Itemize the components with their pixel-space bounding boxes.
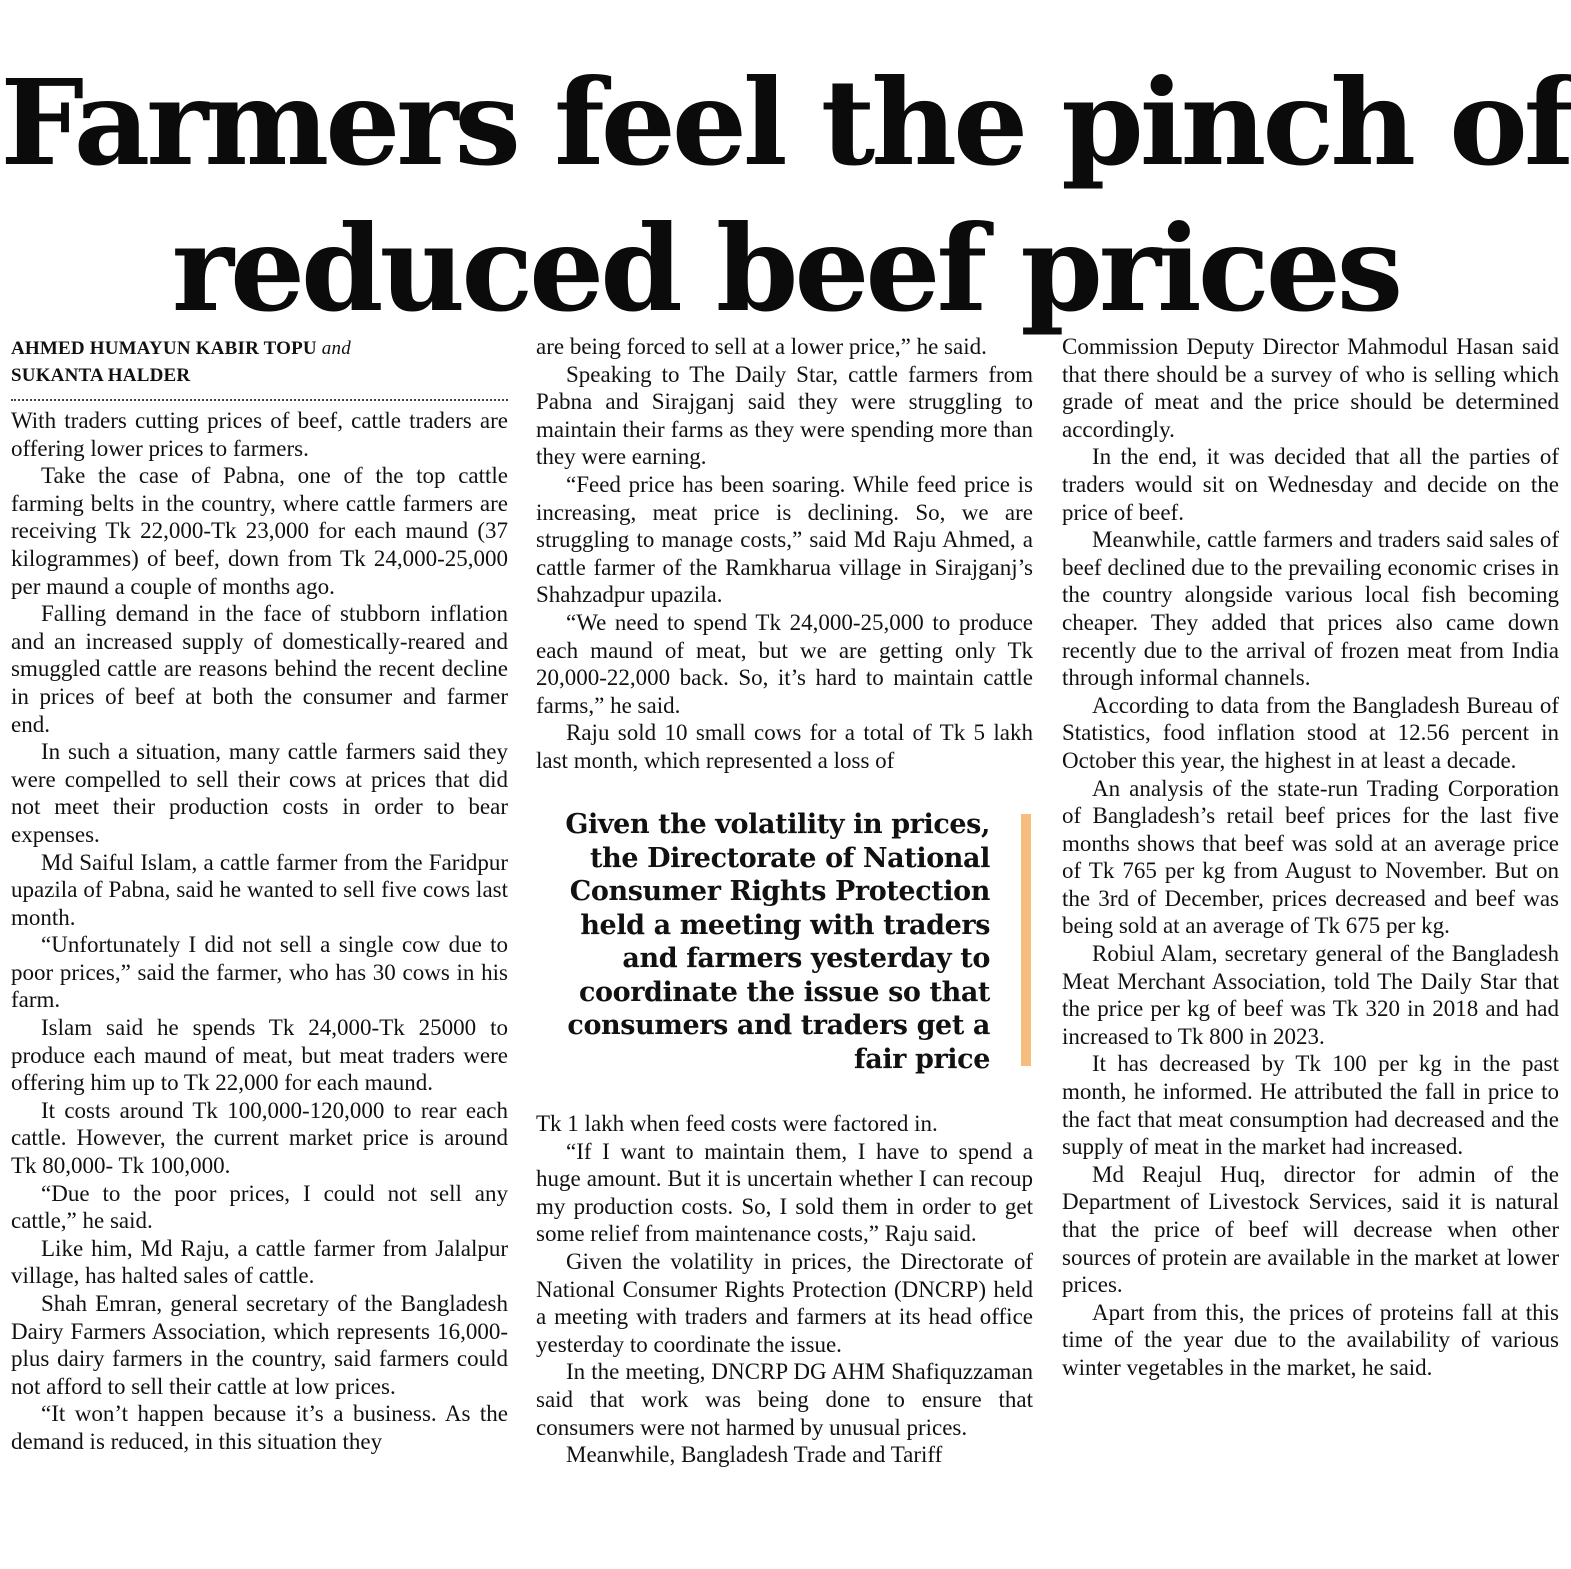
byline-author-2: SUKANTA HALDER: [11, 365, 191, 386]
column-3: Commission Deputy Director Mahmodul Hasa…: [1062, 333, 1559, 1382]
paragraph: Tk 1 lakh when feed costs were factored …: [536, 1111, 938, 1136]
paragraph: Speaking to The Daily Star, cattle farme…: [536, 361, 1033, 470]
headline-line-1: Farmers feel the pinch of: [0, 53, 1571, 192]
paragraph: “Feed price has been soaring. While feed…: [536, 471, 1033, 608]
paragraph: “Unfortunately I did not sell a single c…: [11, 932, 508, 1013]
paragraph: With traders cutting prices of beef, cat…: [11, 408, 508, 461]
paragraph: According to data from the Bangladesh Bu…: [1062, 692, 1559, 773]
paragraph: “It won’t happen because it’s a business…: [11, 1401, 508, 1454]
paragraph: Shah Emran, general secretary of the Ban…: [11, 1291, 508, 1399]
paragraph: are being forced to sell at a lower pric…: [536, 334, 987, 359]
paragraph: Like him, Md Raju, a cattle farmer from …: [11, 1235, 508, 1289]
paragraph: Take the case of Pabna, one of the top c…: [11, 463, 508, 599]
paragraph: Given the volatility in prices, the Dire…: [536, 1248, 1033, 1357]
paragraph: Md Reajul Huq, director for admin of the…: [1062, 1161, 1559, 1298]
paragraph: It has decreased by Tk 100 per kg in the…: [1062, 1051, 1559, 1160]
paragraph: An analysis of the state-run Trading Cor…: [1062, 775, 1559, 939]
paragraph: Apart from this, the prices of proteins …: [1062, 1299, 1559, 1380]
headline-line-2: reduced beef prices: [171, 199, 1403, 338]
paragraph: In such a situation, many cattle farmers…: [11, 739, 508, 847]
byline-divider: [11, 399, 508, 401]
column-2-top: are being forced to sell at a lower pric…: [536, 333, 1033, 775]
byline: AHMED HUMAYUN KABIR TOPU and SUKANTA HAL…: [11, 335, 508, 389]
byline-author-1: AHMED HUMAYUN KABIR TOPU: [11, 338, 317, 359]
paragraph: “We need to spend Tk 24,000-25,000 to pr…: [536, 609, 1033, 718]
column-1: AHMED HUMAYUN KABIR TOPU and SUKANTA HAL…: [11, 333, 508, 1456]
headline: Farmers feel the pinch of reduced beef p…: [0, 50, 1571, 342]
paragraph: Robiul Alam, secretary general of the Ba…: [1062, 941, 1559, 1049]
paragraph: In the meeting, DNCRP DG AHM Shafiquzzam…: [536, 1359, 1033, 1440]
paragraph: Md Saiful Islam, a cattle farmer from th…: [11, 849, 508, 930]
pull-quote-accent-bar: [1021, 814, 1031, 1066]
paragraph: In the end, it was decided that all the …: [1062, 444, 1559, 525]
paragraph: Commission Deputy Director Mahmodul Hasa…: [1062, 334, 1559, 442]
paragraph: It costs around Tk 100,000-120,000 to re…: [11, 1097, 508, 1179]
paragraph: Meanwhile, cattle farmers and traders sa…: [1062, 527, 1559, 691]
paragraph: “Due to the poor prices, I could not sel…: [11, 1180, 508, 1234]
column-2-bottom: Tk 1 lakh when feed costs were factored …: [536, 1110, 1033, 1469]
pull-quote: Given the volatility in prices, the Dire…: [565, 809, 990, 1075]
paragraph: “If I want to maintain them, I have to s…: [536, 1138, 1033, 1247]
paragraph: Falling demand in the face of stubborn i…: [11, 601, 508, 737]
byline-conjunction: and: [321, 338, 351, 359]
paragraph: Raju sold 10 small cows for a total of T…: [536, 720, 1033, 773]
paragraph: Islam said he spends Tk 24,000-Tk 25000 …: [11, 1015, 508, 1096]
paragraph: Meanwhile, Bangladesh Trade and Tariff: [566, 1442, 943, 1468]
